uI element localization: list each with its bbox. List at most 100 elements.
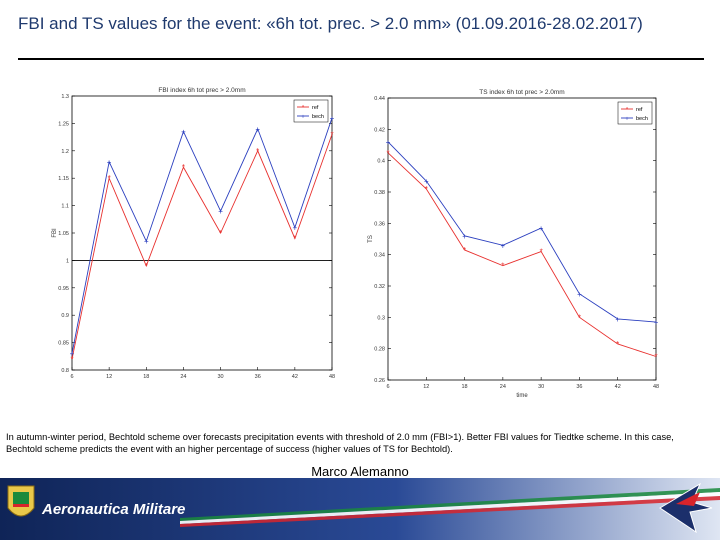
y-tick-label: 0.95 [58,286,69,292]
y-tick-label: 1.2 [61,149,69,155]
ts-chart: TS index 6h tot prec > 2.0mm 0.26 0.28 0.3 0… [368,89,659,399]
y-tick-label: 0.36 [374,221,385,227]
x-tick-label: 6 [70,374,73,380]
legend-label: bech [312,114,324,120]
data-point-bech: + [501,241,506,250]
x-tick-label: 42 [292,374,298,380]
data-point-bech: + [615,315,620,324]
data-point-bech: + [181,128,186,137]
data-point-ref: * [256,147,259,156]
data-point-bech: + [386,138,391,147]
legend-marker-bech: + [301,115,305,121]
data-point-ref: * [108,174,111,183]
data-point-ref: * [501,262,504,271]
x-tick-label: 24 [180,374,186,380]
plot-area [71,95,333,371]
data-point-bech: + [654,318,659,327]
x-tick-label: 42 [615,384,621,390]
data-point-ref: * [219,229,222,238]
y-tick-label: 1.1 [61,204,69,210]
chart-title: FBI index 6h tot prec > 2.0mm [158,87,245,94]
data-point-ref: * [654,353,657,362]
x-tick-label: 30 [218,374,224,380]
series-line-ref [71,134,333,360]
data-point-ref: * [578,313,581,322]
data-point-bech: + [144,237,149,246]
data-point-bech: + [293,224,298,233]
data-point-ref: * [145,262,148,271]
data-point-bech: + [70,350,75,359]
legend-label: bech [636,116,648,122]
y-axis-label: TS [368,235,374,243]
data-point-ref: * [182,163,185,172]
data-point-bech: + [462,232,467,241]
footer-banner: Aeronautica Militare [0,478,720,540]
y-tick-label: 0.42 [374,127,385,133]
legend-marker-bech: + [625,117,629,123]
crest-icon [7,485,35,517]
series-line-bech [71,117,333,354]
plot-area [387,97,657,381]
x-tick-label: 12 [106,374,112,380]
legend-label: ref [312,105,319,111]
data-point-bech: + [218,207,223,216]
data-point-ref: * [386,149,389,158]
legend-box [293,99,329,123]
data-point-ref: * [540,248,543,257]
chart-title: TS index 6h tot prec > 2.0mm [479,89,564,96]
x-axis-label: time [516,393,528,399]
y-tick-label: 0.26 [374,378,385,384]
data-point-bech: + [107,158,112,167]
data-point-ref: * [293,234,296,243]
x-tick-label: 48 [653,384,659,390]
footer-brand: Aeronautica Militare [41,501,185,518]
y-tick-label: 1.15 [58,176,69,182]
series-line-bech [387,141,657,323]
y-tick-label: 1.05 [58,231,69,237]
data-point-bech: + [330,114,335,123]
data-point-bech: + [577,290,582,299]
data-point-ref: * [425,185,428,194]
y-tick-label: 0.85 [58,341,69,347]
legend-marker-ref: * [302,106,305,112]
x-tick-label: 18 [462,384,468,390]
data-point-ref: * [70,355,73,364]
x-tick-label: 24 [500,384,506,390]
y-tick-label: 0.34 [374,253,385,259]
y-tick-label: 0.8 [61,368,69,374]
data-point-bech: + [539,224,544,233]
data-point-bech: + [424,177,429,186]
y-tick-label: 0.28 [374,347,385,353]
title-divider [18,58,704,60]
x-tick-label: 36 [576,384,582,390]
x-tick-label: 6 [386,384,389,390]
y-tick-label: 0.4 [377,159,385,165]
series-line-ref [387,152,657,357]
x-tick-label: 30 [538,384,544,390]
y-tick-label: 0.44 [374,96,385,102]
y-tick-label: 1 [66,258,69,264]
legend-label: ref [636,107,643,113]
data-point-ref: * [330,130,333,139]
y-tick-label: 1.25 [58,121,69,127]
fbi-chart: FBI index 6h tot prec > 2.0mm 0.8 0.85 0.9 0… [52,87,335,380]
legend-box [617,101,653,125]
aircraft-logo-icon [659,482,713,534]
y-tick-label: 0.32 [374,284,385,290]
x-tick-label: 18 [143,374,149,380]
y-tick-label: 0.38 [374,190,385,196]
data-point-bech: + [255,125,260,134]
data-point-ref: * [463,246,466,255]
y-tick-label: 0.9 [61,313,69,319]
y-tick-label: 0.3 [377,315,385,321]
x-tick-label: 36 [255,374,261,380]
x-tick-label: 48 [329,374,335,380]
author-name: Marco Alemanno [311,464,409,479]
slide-title: FBI and TS values for the event: «6h tot… [18,14,643,33]
data-point-ref: * [616,340,619,349]
y-axis-label: FBI [52,228,58,238]
legend-marker-ref: * [626,108,629,114]
x-tick-label: 12 [423,384,429,390]
y-tick-label: 1.3 [61,94,69,100]
caption-text: In autumn-winter period, Bechtold scheme… [6,432,674,454]
